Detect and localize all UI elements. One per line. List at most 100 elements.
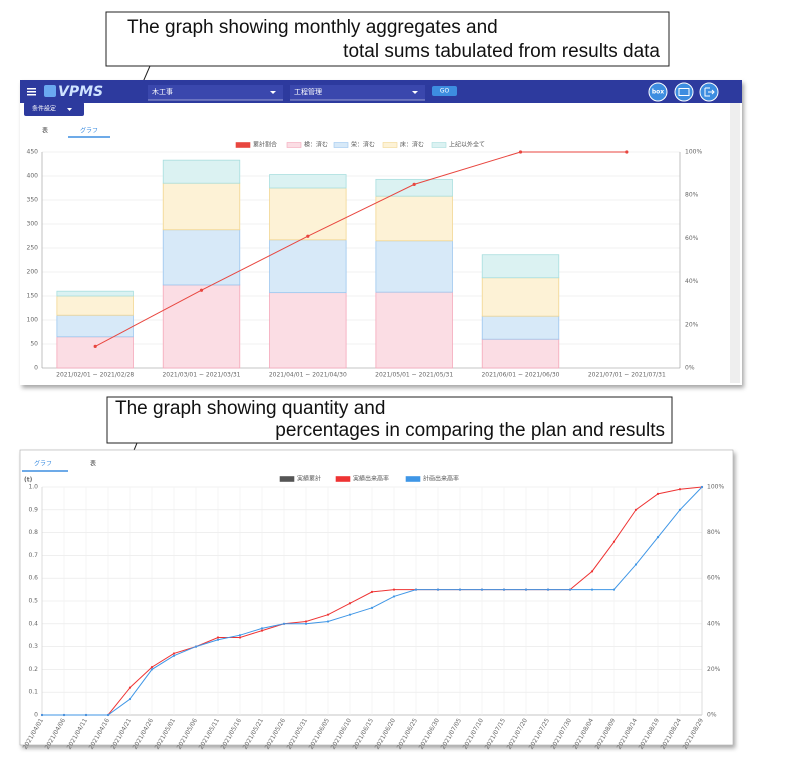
legend-swatch (333, 142, 349, 148)
y2-tick-label: 40% (707, 620, 721, 627)
select[interactable] (148, 85, 283, 100)
y2-tick-label: 100% (685, 149, 702, 156)
y-tick-label: 0 (34, 712, 38, 719)
y-tick-label: 400 (27, 173, 39, 180)
dropdown-icon (67, 108, 72, 111)
select[interactable] (290, 85, 425, 100)
y-tick-label: 250 (27, 245, 39, 252)
y-tick-label: 0.5 (28, 598, 38, 605)
y-tick-label: 0.1 (28, 689, 38, 696)
bar-segment (56, 314, 134, 338)
scrollbar[interactable] (730, 103, 740, 383)
go-button[interactable] (432, 86, 457, 96)
point (150, 668, 154, 671)
point (625, 150, 629, 154)
tab[interactable]: 表 (42, 127, 48, 135)
bar-segment (375, 195, 453, 242)
legend-swatch (279, 476, 295, 482)
dropdown-icon (412, 91, 418, 94)
tab-active[interactable]: グラフ (80, 127, 98, 135)
y-tick-label: 1.0 (28, 484, 38, 491)
bar-segment (269, 292, 347, 369)
logo: VPMS (58, 84, 103, 100)
bar-segment (481, 315, 560, 340)
point (656, 536, 660, 539)
point (634, 508, 638, 511)
point (568, 588, 572, 591)
legend-label: 計画出来高率 (423, 475, 459, 483)
point (238, 636, 242, 639)
point (216, 638, 220, 641)
y-tick-label: 0.9 (28, 506, 38, 513)
x-tick-label: 2021/06/01 ~ 2021/06/30 (481, 372, 559, 379)
point (458, 588, 462, 591)
point (306, 234, 310, 238)
tab-active[interactable]: グラフ (34, 460, 52, 468)
y-axis-label: (t) (24, 477, 33, 484)
point (326, 613, 330, 616)
y2-tick-label: 20% (707, 666, 721, 673)
point (370, 606, 374, 609)
box-button[interactable] (648, 82, 668, 102)
legend-swatch (382, 142, 398, 148)
legend-swatch (405, 476, 421, 482)
legend-swatch (431, 142, 447, 148)
x-tick-label: 2021/07/01 ~ 2021/07/31 (588, 372, 666, 379)
select-text: 木工事 (152, 87, 173, 96)
point (62, 713, 66, 717)
x-tick-label: 2021/05/01 ~ 2021/05/31 (375, 372, 453, 379)
go-label: GO (440, 88, 450, 95)
x-tick-label: 2021/04/01 ~ 2021/04/30 (269, 372, 347, 379)
point (678, 488, 682, 491)
point (546, 588, 550, 591)
dropdown-icon (270, 91, 276, 94)
logo-icon (44, 85, 56, 97)
point (216, 636, 220, 639)
point (150, 666, 154, 669)
legend-label: 累計割合 (253, 141, 277, 149)
point (370, 590, 374, 593)
bar-segment (375, 291, 453, 369)
bar-segment (162, 159, 241, 184)
callout-text: The graph showing monthly aggregates and (127, 17, 498, 38)
point (656, 492, 660, 495)
y2-tick-label: 80% (685, 192, 699, 199)
callout-text: total sums tabulated from results data (343, 41, 660, 62)
x-tick-label: 2021/02/01 ~ 2021/02/28 (56, 372, 134, 379)
logout-icon (704, 87, 715, 97)
point (93, 344, 97, 348)
point (199, 288, 204, 292)
point (128, 686, 132, 689)
bar-segment (56, 336, 134, 369)
legend-swatch (286, 142, 302, 148)
y-tick-label: 0.8 (28, 529, 38, 536)
select-text: 工程管理 (294, 87, 322, 96)
bar-segment (481, 277, 560, 317)
y-tick-label: 0.4 (28, 620, 38, 627)
point (348, 602, 352, 605)
point (634, 563, 638, 566)
screenshot-1: VPMS 木工事 工程管理 GO box 条件設定 表 グラフ 0 50 100 15… (20, 80, 742, 385)
legend-swatch (335, 476, 351, 482)
point (348, 613, 352, 616)
box-label: box (652, 89, 664, 96)
point (260, 629, 264, 632)
menu-icon (27, 94, 36, 96)
y-tick-label: 100 (27, 317, 39, 324)
callout-box (106, 396, 673, 444)
bar-segment (269, 239, 347, 294)
point (260, 627, 264, 630)
y2-tick-label: 0% (707, 712, 717, 719)
menu-icon[interactable] (27, 88, 36, 90)
bar-segment (375, 178, 453, 197)
menu-icon (27, 91, 36, 93)
condition-button[interactable] (24, 102, 84, 116)
screenshot-2: グラフ 表 0 0.1 0.2 0.3 0.4 0.5 0.6 0.7 0.8 0.9 1.0 0% 2… (19, 449, 734, 751)
tab[interactable]: 表 (90, 460, 96, 468)
legend-label: 実績累計 (297, 475, 321, 483)
mail-button[interactable] (674, 82, 694, 102)
bar-segment (162, 284, 241, 369)
point (700, 485, 704, 489)
point (612, 540, 616, 543)
